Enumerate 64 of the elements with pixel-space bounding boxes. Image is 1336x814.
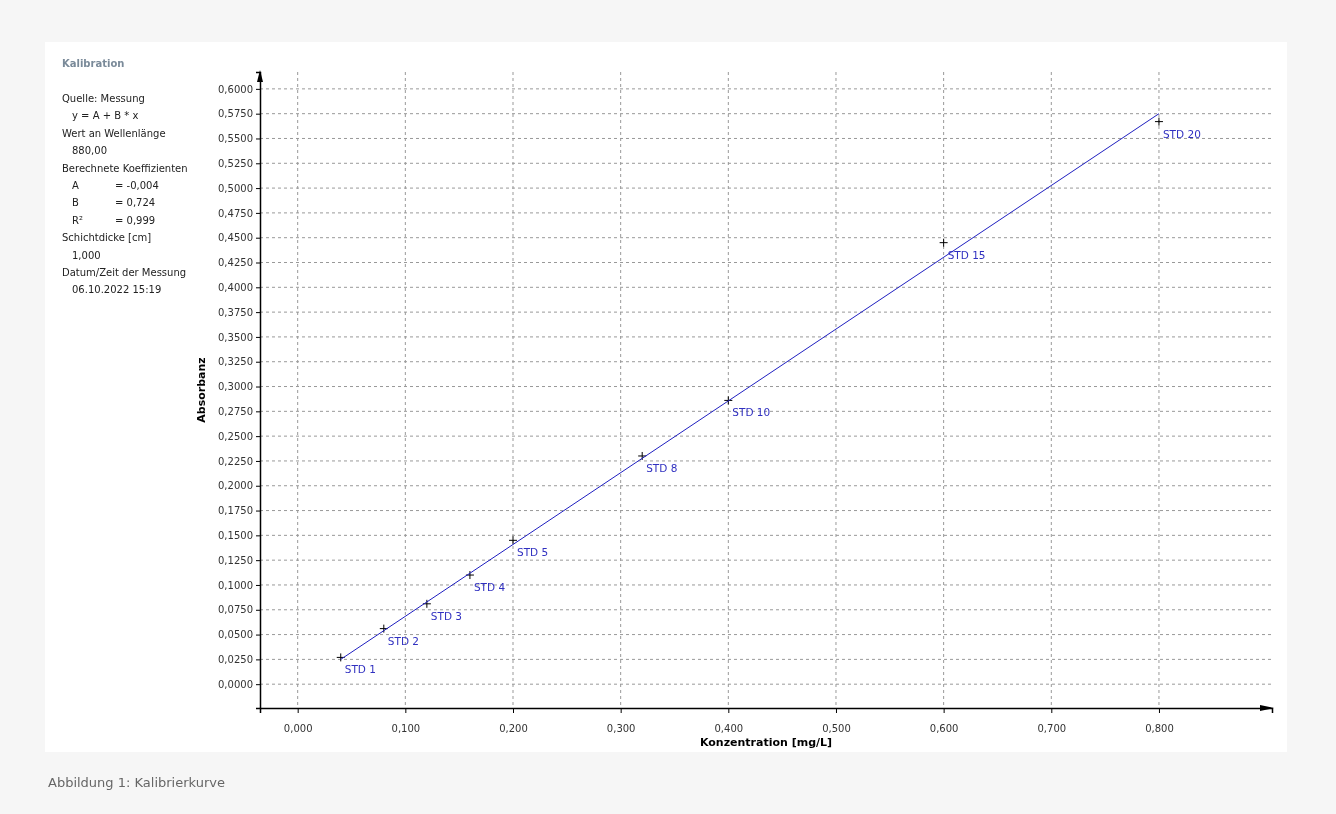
data-label: STD 20 <box>1162 127 1201 140</box>
y-tick-label: 0,5000 <box>218 182 253 194</box>
text: Wert an Wellenlänge <box>62 127 166 139</box>
point <box>637 451 647 461</box>
data-label: STD 5 <box>517 546 549 559</box>
y-axis-title: Absorbanz <box>195 357 208 423</box>
x-tick-label: 0,800 <box>1145 723 1174 735</box>
text: 06.10.2022 15:19 <box>72 284 162 296</box>
y-tick-label: 0,4250 <box>218 257 253 269</box>
point <box>939 238 949 248</box>
text: 1,000 <box>72 249 101 261</box>
y-tick-label: 0,4750 <box>218 207 253 219</box>
y-tick-label: 0,3250 <box>218 356 253 368</box>
x-axis-title: Konzentration [mg/L] <box>699 736 833 749</box>
x-tick-label: 0,200 <box>499 723 528 735</box>
x-tick-label: 0,400 <box>714 723 744 735</box>
point <box>465 570 475 580</box>
data-label: STD 1 <box>344 663 376 676</box>
y-tick-label: 0,0000 <box>218 678 253 690</box>
y-tick-label: 0,5250 <box>218 157 253 169</box>
y-tick-label: 0,4000 <box>218 282 253 294</box>
y-tick-label: 0,2750 <box>218 406 253 418</box>
text: Datum/Zeit der Messung <box>62 267 187 278</box>
text: Abbildung 1: Kalibrierkurve <box>48 775 225 790</box>
text: A = -0,004 <box>72 180 159 191</box>
text: y = A + B * x <box>72 110 139 122</box>
x-tick-label: 0,700 <box>1037 723 1067 735</box>
y-tick-label: 0,4500 <box>218 232 253 244</box>
y-tick-label: 0,2250 <box>218 455 253 467</box>
y-tick-label: 0,3750 <box>218 306 253 318</box>
y-tick-label: 0,0750 <box>218 604 253 616</box>
data-label: STD 8 <box>646 461 678 474</box>
y-tick-label: 0,5500 <box>218 133 253 145</box>
x-tick-label: 0,600 <box>929 723 959 735</box>
data-label: STD 3 <box>430 609 463 622</box>
y-tick-label: 0,2500 <box>218 430 253 442</box>
text: R² = 0,999 <box>72 214 156 226</box>
x-tick-label: 0,100 <box>391 723 421 735</box>
text: B = 0,724 <box>72 197 156 209</box>
x-tick-label: 0,000 <box>283 723 313 735</box>
y-tick-label: 0,3500 <box>218 331 253 343</box>
data-label: STD 10 <box>732 406 771 419</box>
source-note: Quelle: Messung <box>62 93 145 104</box>
text: 880,00 <box>72 145 107 157</box>
x-tick-label: 0,300 <box>606 723 636 735</box>
text: Kalibration <box>62 58 125 69</box>
text: Berechnete Koeffizienten <box>62 162 188 174</box>
point <box>1154 117 1164 127</box>
point <box>508 535 518 545</box>
text: Schichtdicke [cm] <box>62 232 152 244</box>
y-tick-label: 0,3000 <box>218 381 253 393</box>
y-tick-label: 0,1000 <box>218 579 253 591</box>
y-tick-label: 0,1750 <box>218 505 253 517</box>
x-tick-label: 0,500 <box>822 723 851 735</box>
y-tick-label: 0,1250 <box>218 554 253 566</box>
y-tick-label: 0,0250 <box>218 654 253 666</box>
data-label: STD 2 <box>387 634 419 647</box>
data-label: STD 4 <box>473 581 506 594</box>
y-tick-label: 0,6000 <box>218 83 253 95</box>
y-tick-label: 0,1500 <box>218 530 253 542</box>
data-label: STD 15 <box>947 248 986 261</box>
y-tick-label: 0,2000 <box>218 480 253 492</box>
y-tick-label: 0,5750 <box>218 108 253 120</box>
y-tick-label: 0,0500 <box>218 629 253 641</box>
